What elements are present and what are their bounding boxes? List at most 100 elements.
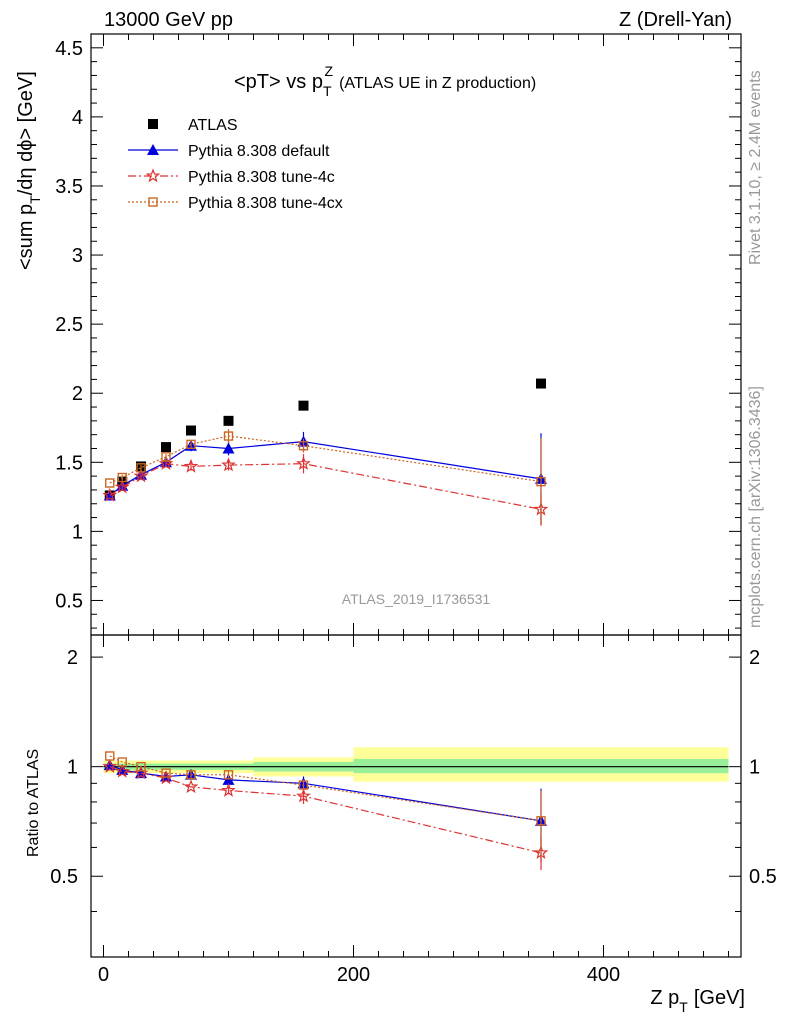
y-tick-label-ratio-right: 0.5 bbox=[749, 866, 777, 888]
point-atlas bbox=[186, 425, 196, 436]
point-tune4cx bbox=[298, 441, 309, 451]
legend: ATLAS Pythia 8.308 default Pythia 8.308 tu… bbox=[128, 117, 343, 212]
point-atlas bbox=[161, 442, 171, 453]
y-tick-label-main: 4 bbox=[72, 107, 83, 129]
legend-label-atlas: ATLAS bbox=[188, 117, 238, 134]
ylabel-main-a: <sum p bbox=[15, 204, 37, 270]
title-tail: (ATLAS UE in Z production) bbox=[339, 75, 536, 92]
point-tune4c bbox=[183, 458, 199, 473]
point-tune4c bbox=[296, 455, 311, 470]
ratio-line-tune4cx bbox=[109, 755, 542, 822]
ratio-point-tune4c bbox=[183, 779, 199, 794]
series-tune4c bbox=[102, 454, 549, 525]
point-tune4cx bbox=[161, 452, 171, 462]
axis-ticks: 0 200 400 0.5 1 1.5 2 2.5 3 3.5 4 4.5 0.5 0.5 1 1 2 2 bbox=[50, 34, 777, 986]
x-axis-label: Z pT [GeV] bbox=[650, 987, 745, 1015]
ratio-point-tune4c bbox=[296, 788, 311, 803]
plot-title: <pT> vs pTZ (ATLAS UE in Z production) bbox=[234, 63, 536, 99]
y-tick-label-main: 0.5 bbox=[55, 590, 83, 612]
point-tune4cx bbox=[117, 472, 127, 483]
point-tune4c bbox=[114, 479, 130, 494]
legend-item-tune4c: Pythia 8.308 tune-4c bbox=[128, 168, 335, 186]
y-tick-label-ratio-right: 1 bbox=[749, 757, 760, 779]
ratio-point-tune4cx bbox=[536, 816, 546, 826]
band-inner-7 bbox=[353, 758, 729, 774]
point-tune4c bbox=[158, 455, 174, 470]
ratio-point-tune4cx bbox=[105, 751, 115, 761]
legend-label-tune4cx: Pythia 8.308 tune-4cx bbox=[188, 195, 343, 212]
ratio-point-tune4cx bbox=[186, 770, 196, 780]
legend-item-tune4cx: Pythia 8.308 tune-4cx bbox=[128, 195, 343, 212]
legend-marker-default bbox=[147, 144, 159, 155]
point-atlas bbox=[536, 378, 546, 389]
ratio-point-tune4cx bbox=[117, 757, 127, 767]
point-atlas bbox=[223, 415, 234, 426]
analysis-watermark: ATLAS_2019_I1736531 bbox=[342, 591, 491, 607]
ratio-bands bbox=[103, 747, 729, 782]
ratio-series-tune4cx bbox=[105, 751, 546, 859]
legend-marker-tune4cx bbox=[148, 197, 158, 207]
point-tune4cx bbox=[536, 476, 546, 487]
legend-label-default: Pythia 8.308 default bbox=[188, 143, 330, 160]
legend-item-default: Pythia 8.308 default bbox=[128, 143, 330, 160]
series-tune4cx bbox=[105, 429, 546, 526]
mcplots-label: mcplots.cern.ch [arXiv:1306.3436] bbox=[747, 386, 764, 628]
y-tick-label-main: 2 bbox=[72, 383, 83, 405]
rivet-label: Rivet 3.1.10, ≥ 2.4M events bbox=[747, 70, 764, 265]
title-main: <pT> vs p bbox=[234, 71, 323, 93]
point-tune4c bbox=[133, 468, 149, 483]
x-tick-label: 0 bbox=[98, 964, 109, 986]
y-axis-label-ratio: Ratio to ATLAS bbox=[25, 749, 42, 857]
y-axis-label-main: <sum pT/dη dϕ> [GeV] bbox=[15, 71, 43, 270]
x-tick-label: 200 bbox=[337, 964, 370, 986]
series-atlas bbox=[104, 378, 546, 501]
main-series bbox=[102, 378, 549, 526]
line-default bbox=[109, 440, 542, 496]
y-tick-label-main: 3.5 bbox=[55, 176, 83, 198]
y-tick-label-ratio-left: 0.5 bbox=[50, 866, 78, 888]
frames bbox=[90, 33, 742, 958]
xlabel-sub: T bbox=[679, 999, 688, 1015]
title-sup: Z bbox=[325, 63, 334, 79]
ylabel-main-sub: T bbox=[27, 195, 43, 204]
y-tick-label-main: 2.5 bbox=[55, 314, 83, 336]
xlabel-main: Z p bbox=[650, 987, 679, 1009]
ratio-point-tune4cx bbox=[298, 780, 309, 790]
y-tick-label-ratio-left: 2 bbox=[67, 647, 78, 669]
point-tune4c bbox=[221, 457, 236, 472]
title-sub: T bbox=[323, 83, 332, 99]
legend-marker-atlas bbox=[148, 119, 158, 129]
ratio-point-tune4cx bbox=[223, 770, 234, 780]
point-tune4cx bbox=[105, 478, 115, 488]
ratio-point-tune4c bbox=[102, 758, 118, 773]
line-tune4cx bbox=[109, 435, 542, 484]
ratio-point-tune4cx bbox=[136, 761, 146, 772]
ylabel-main-b: /dη dϕ> [GeV] bbox=[15, 71, 37, 195]
y-tick-label-ratio-right: 2 bbox=[749, 647, 760, 669]
y-tick-label-ratio-left: 1 bbox=[67, 757, 78, 779]
ratio-point-tune4c bbox=[221, 782, 236, 797]
y-tick-label-main: 3 bbox=[72, 245, 83, 267]
y-tick-label-main: 4.5 bbox=[55, 38, 83, 60]
point-atlas bbox=[298, 400, 309, 411]
legend-item-atlas: ATLAS bbox=[148, 117, 238, 134]
point-tune4cx bbox=[136, 463, 146, 473]
ratio-frame bbox=[90, 634, 742, 958]
y-tick-label-main: 1 bbox=[72, 521, 83, 543]
xlabel-unit: [GeV] bbox=[694, 987, 745, 1009]
point-tune4cx bbox=[186, 439, 196, 450]
header-right: Z (Drell-Yan) bbox=[619, 9, 732, 31]
point-tune4c bbox=[102, 487, 118, 502]
point-tune4cx bbox=[223, 431, 234, 441]
legend-marker-tune4c bbox=[145, 168, 161, 183]
header-left: 13000 GeV pp bbox=[104, 9, 233, 31]
legend-label-tune4c: Pythia 8.308 tune-4c bbox=[188, 169, 335, 186]
y-tick-label-main: 1.5 bbox=[55, 452, 83, 474]
ratio-point-tune4c bbox=[114, 763, 130, 778]
x-tick-label: 400 bbox=[587, 964, 620, 986]
line-tune4c bbox=[109, 463, 542, 510]
ratio-point-tune4cx bbox=[161, 768, 171, 778]
ratio-series bbox=[102, 751, 549, 871]
point-default bbox=[222, 442, 235, 454]
